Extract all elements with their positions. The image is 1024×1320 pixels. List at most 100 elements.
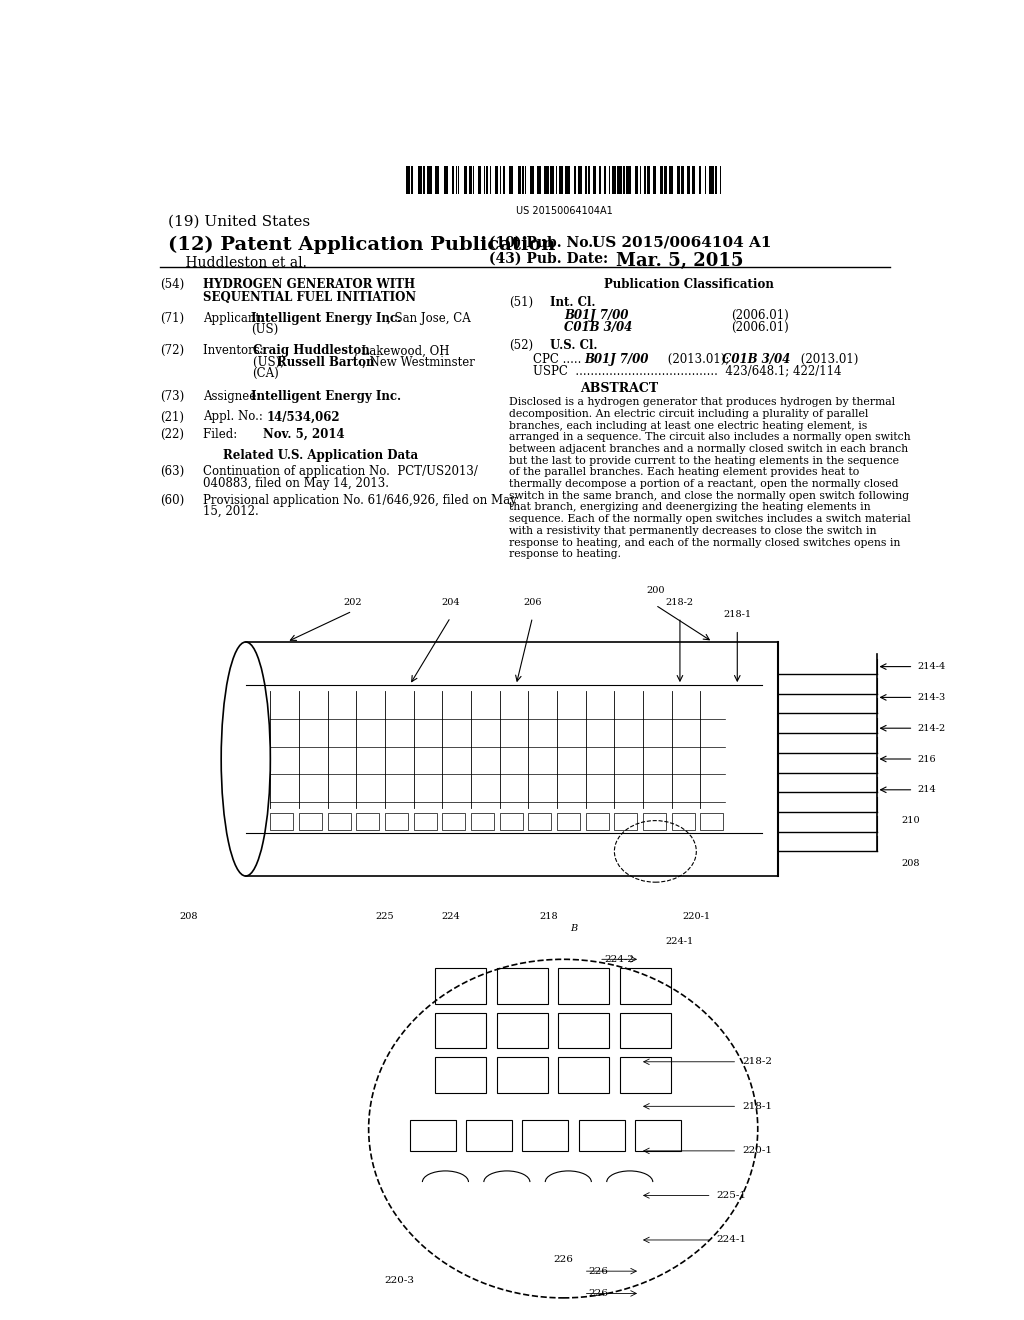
Bar (620, 969, 671, 1003)
Bar (410, 1119, 456, 1151)
Text: 040883, filed on May 14, 2013.: 040883, filed on May 14, 2013. (204, 477, 389, 490)
Text: U.S. Cl.: U.S. Cl. (550, 339, 598, 352)
Text: , San Jose, CA: , San Jose, CA (387, 312, 470, 325)
Text: Int. Cl.: Int. Cl. (550, 296, 596, 309)
Bar (443, 165, 447, 194)
Bar (466, 1119, 512, 1151)
Text: 218: 218 (540, 912, 558, 921)
Text: 220-1: 220-1 (682, 912, 711, 921)
Text: (63): (63) (160, 466, 184, 478)
Text: US 2015/0064104 A1: US 2015/0064104 A1 (592, 236, 772, 249)
Bar (620, 1057, 671, 1093)
Text: 15, 2012.: 15, 2012. (204, 506, 259, 517)
Text: (2006.01): (2006.01) (731, 309, 788, 322)
Text: (51): (51) (509, 296, 534, 309)
Bar (640, 165, 641, 194)
Text: Appl. No.:: Appl. No.: (204, 411, 267, 424)
Text: (72): (72) (160, 345, 184, 358)
Text: 206: 206 (523, 598, 542, 607)
Text: B01J 7/00: B01J 7/00 (585, 352, 648, 366)
Text: (2013.01);: (2013.01); (664, 352, 733, 366)
Bar (423, 165, 425, 194)
Bar (435, 1057, 486, 1093)
Text: 224-2: 224-2 (604, 954, 634, 964)
Bar (556, 165, 557, 194)
Bar (691, 165, 695, 194)
Bar (578, 165, 582, 194)
Text: C01B 3/04: C01B 3/04 (564, 321, 633, 334)
Text: 208: 208 (179, 912, 198, 921)
Bar (464, 165, 467, 194)
Bar (427, 165, 431, 194)
Bar (681, 165, 684, 194)
Bar (500, 813, 522, 830)
Bar (643, 813, 666, 830)
Text: sequence. Each of the normally open switches includes a switch material: sequence. Each of the normally open swit… (509, 513, 910, 524)
Bar (617, 165, 622, 194)
Bar (497, 969, 548, 1003)
Bar (484, 165, 485, 194)
Text: (US);: (US); (253, 355, 288, 368)
Text: of the parallel branches. Each heating element provides heat to: of the parallel branches. Each heating e… (509, 467, 859, 478)
Text: but the last to provide current to the heating elements in the sequence: but the last to provide current to the h… (509, 455, 899, 466)
Bar (490, 165, 492, 194)
Bar (406, 165, 411, 194)
Bar (412, 165, 414, 194)
Text: Craig Huddleston: Craig Huddleston (253, 345, 370, 358)
Text: 216: 216 (918, 755, 936, 763)
Text: US 20150064104A1: US 20150064104A1 (516, 206, 612, 216)
Bar (469, 165, 472, 194)
Bar (530, 165, 534, 194)
Bar (509, 165, 513, 194)
Bar (699, 165, 700, 194)
Text: (12) Patent Application Publication: (12) Patent Application Publication (168, 236, 555, 253)
Bar (589, 165, 590, 194)
Text: 210: 210 (901, 816, 920, 825)
Bar (669, 165, 674, 194)
Text: (19) United States: (19) United States (168, 214, 310, 228)
Text: (43) Pub. Date:: (43) Pub. Date: (489, 252, 617, 265)
Text: (CA): (CA) (253, 367, 280, 380)
Bar (614, 813, 637, 830)
Text: 14/534,062: 14/534,062 (266, 411, 340, 424)
Bar (435, 165, 439, 194)
Text: , New Westminster: , New Westminster (362, 355, 475, 368)
Bar (435, 969, 486, 1003)
Text: Russell Barton: Russell Barton (278, 355, 375, 368)
Text: , Lakewood, OH: , Lakewood, OH (354, 345, 450, 358)
Bar (705, 165, 707, 194)
Text: between adjacent branches and a normally closed switch in each branch: between adjacent branches and a normally… (509, 444, 908, 454)
Bar (442, 813, 465, 830)
Bar (435, 1012, 486, 1048)
Text: B: B (570, 924, 577, 933)
Bar (687, 165, 690, 194)
Text: (54): (54) (160, 279, 184, 292)
Text: that branch, energizing and deenergizing the heating elements in: that branch, energizing and deenergizing… (509, 503, 870, 512)
Text: 224: 224 (441, 912, 460, 921)
Bar (599, 165, 601, 194)
Text: arranged in a sequence. The circuit also includes a normally open switch: arranged in a sequence. The circuit also… (509, 433, 910, 442)
Text: (60): (60) (160, 494, 184, 507)
Text: (10) Pub. No.:: (10) Pub. No.: (489, 236, 608, 249)
Text: Provisional application No. 61/646,926, filed on May: Provisional application No. 61/646,926, … (204, 494, 517, 507)
Bar (644, 165, 646, 194)
Text: Mar. 5, 2015: Mar. 5, 2015 (616, 252, 743, 269)
Text: 218-1: 218-1 (742, 1102, 772, 1111)
Text: 225-1: 225-1 (717, 1191, 746, 1200)
Text: Assignee:: Assignee: (204, 391, 264, 403)
Bar (623, 165, 625, 194)
Text: 218-2: 218-2 (666, 598, 694, 607)
Text: branches, each including at least one electric heating element, is: branches, each including at least one el… (509, 421, 867, 430)
Text: decomposition. An electric circuit including a plurality of parallel: decomposition. An electric circuit inclu… (509, 409, 868, 418)
Bar (715, 165, 717, 194)
Text: (2006.01): (2006.01) (731, 321, 788, 334)
Bar (385, 813, 408, 830)
Text: 224-1: 224-1 (666, 937, 694, 946)
Bar (477, 165, 480, 194)
Bar (586, 813, 608, 830)
Text: Applicant:: Applicant: (204, 312, 268, 325)
Bar (522, 165, 523, 194)
Text: (71): (71) (160, 312, 184, 325)
Text: ABSTRACT: ABSTRACT (581, 381, 658, 395)
Bar (559, 165, 563, 194)
